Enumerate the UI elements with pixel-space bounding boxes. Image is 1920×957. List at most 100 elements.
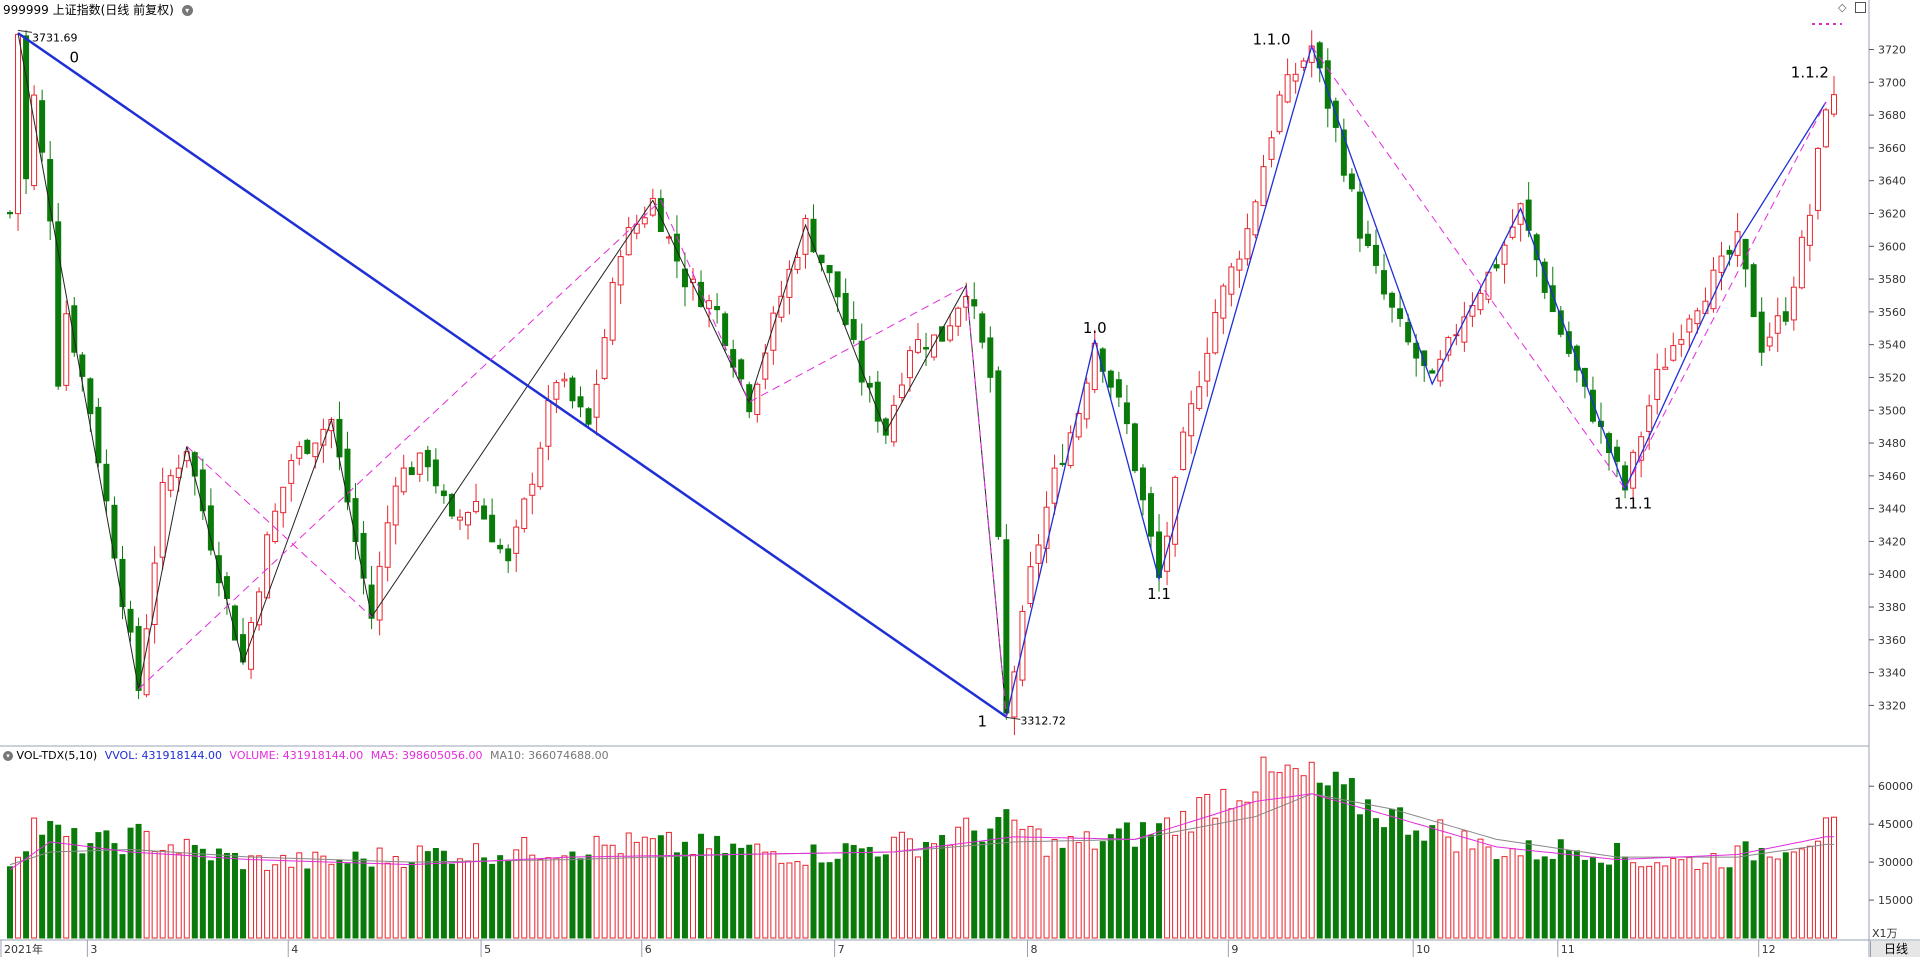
period-button[interactable]: 日线 bbox=[1870, 941, 1920, 957]
candle-up bbox=[1831, 94, 1837, 115]
candle-up bbox=[1774, 315, 1781, 334]
volume-bar-down bbox=[223, 852, 230, 939]
wave-label: 1 bbox=[977, 713, 987, 731]
candle-up bbox=[665, 236, 672, 239]
volume-bar-down bbox=[826, 862, 833, 939]
volume-bar-down bbox=[448, 863, 455, 939]
volume-bar-up bbox=[706, 848, 713, 939]
volume-bar-up bbox=[1437, 819, 1444, 939]
candle-down bbox=[722, 313, 729, 347]
volume-bar-down bbox=[1405, 834, 1412, 939]
volume-bar-up bbox=[175, 853, 182, 939]
candle-down bbox=[505, 548, 512, 562]
candle-up bbox=[1035, 544, 1042, 564]
volume-bar-up bbox=[947, 844, 954, 939]
volume-bar-up bbox=[143, 830, 150, 939]
volume-bar-up bbox=[1710, 853, 1717, 939]
candle-up bbox=[778, 295, 785, 318]
volume-bar-up bbox=[1686, 857, 1693, 939]
panel-toggle-icon[interactable] bbox=[1855, 2, 1866, 13]
time-tick-label: 3 bbox=[90, 943, 97, 956]
candle-down bbox=[135, 626, 142, 691]
volume-bar-up bbox=[802, 864, 809, 939]
volume-bar-down bbox=[722, 853, 729, 939]
main-panel-frame bbox=[0, 14, 1869, 747]
volume-bar-down bbox=[1107, 834, 1114, 939]
volume-axis: 15000 30000 45000 60000 bbox=[1869, 780, 1913, 907]
volume-bar-up bbox=[1517, 855, 1524, 939]
candle-up bbox=[1798, 236, 1805, 289]
volume-bar-up bbox=[473, 843, 480, 939]
candle-up bbox=[280, 486, 287, 514]
candle-down bbox=[191, 452, 198, 477]
volume-bar-down bbox=[191, 844, 198, 939]
volume-bar-down bbox=[939, 835, 946, 939]
candle-down bbox=[199, 469, 206, 512]
candle-up bbox=[786, 268, 793, 298]
volume-bar-up bbox=[1228, 808, 1235, 939]
candle-down bbox=[127, 608, 134, 633]
volume-tick-label: 30000 bbox=[1878, 856, 1913, 869]
diamond-icon[interactable]: ◇ bbox=[1838, 1, 1847, 14]
volume-bar-down bbox=[1364, 799, 1371, 939]
candle-down bbox=[987, 337, 994, 378]
volume-bar-up bbox=[1035, 828, 1042, 939]
candle-down bbox=[971, 299, 978, 307]
candle-up bbox=[1083, 382, 1090, 420]
volume-bar-down bbox=[1782, 852, 1789, 939]
candle-up bbox=[1051, 467, 1058, 504]
volume-bar-up bbox=[1790, 851, 1797, 939]
volume-bar-up bbox=[545, 857, 552, 939]
candle-up bbox=[63, 313, 70, 386]
volume-bar-down bbox=[1541, 856, 1548, 939]
volume-bar-up bbox=[1774, 858, 1781, 939]
volume-bar-down bbox=[87, 843, 94, 939]
volume-indicator-name: VOL-TDX(5,10) bbox=[16, 749, 98, 762]
volume-bar-up bbox=[1220, 788, 1227, 939]
volume-bar-up bbox=[183, 838, 190, 939]
volume-bar-down bbox=[1131, 846, 1138, 939]
price-tick-label: 3680 bbox=[1878, 109, 1906, 122]
candle-up bbox=[1027, 566, 1034, 605]
candle-up bbox=[609, 281, 616, 341]
candle-up bbox=[264, 534, 271, 599]
candle-down bbox=[79, 354, 86, 377]
volume-bar-up bbox=[1694, 868, 1701, 939]
volume-bar-down bbox=[368, 866, 375, 939]
candle-up bbox=[1220, 285, 1227, 319]
volume-bar-up bbox=[264, 869, 271, 939]
volume-bar-up bbox=[1180, 810, 1187, 939]
candle-up bbox=[159, 481, 166, 558]
volume-bar-up bbox=[762, 851, 769, 939]
chevron-down-circle-icon[interactable]: ▾ bbox=[181, 5, 193, 16]
time-tick-label: 9 bbox=[1231, 943, 1238, 956]
candle-up bbox=[400, 467, 407, 493]
volume-bar-down bbox=[746, 844, 753, 939]
volume-bar-down bbox=[1332, 771, 1339, 939]
volume-bar-down bbox=[497, 855, 504, 939]
candle-up bbox=[256, 591, 263, 626]
volume-bar-up bbox=[288, 866, 295, 939]
volume-bar-up bbox=[1654, 862, 1661, 939]
volume-bar-up bbox=[1477, 838, 1484, 939]
volume-bar-up bbox=[906, 838, 913, 939]
time-tick-label: 8 bbox=[1030, 943, 1037, 956]
volume-bar-down bbox=[336, 859, 343, 939]
candle-down bbox=[1541, 261, 1548, 293]
volume-bar-down bbox=[577, 858, 584, 939]
candle-down bbox=[681, 268, 688, 288]
candle-down bbox=[1726, 249, 1733, 255]
candle-up bbox=[537, 447, 544, 488]
volume-bar-down bbox=[505, 859, 512, 939]
wave-line-black bbox=[17, 33, 1007, 717]
wave-line-pink-dashed bbox=[1311, 45, 1827, 490]
chevron-down-circle-icon[interactable]: ▾ bbox=[3, 751, 13, 761]
volume-bar-up bbox=[1043, 855, 1050, 939]
volume-bar-up bbox=[1027, 825, 1034, 939]
candle-up bbox=[1766, 336, 1773, 347]
price-tick-label: 3620 bbox=[1878, 207, 1906, 220]
volume-bar-down bbox=[738, 847, 745, 939]
volume-bar-up bbox=[754, 843, 761, 939]
time-tick-label: 2021年 bbox=[4, 942, 43, 956]
